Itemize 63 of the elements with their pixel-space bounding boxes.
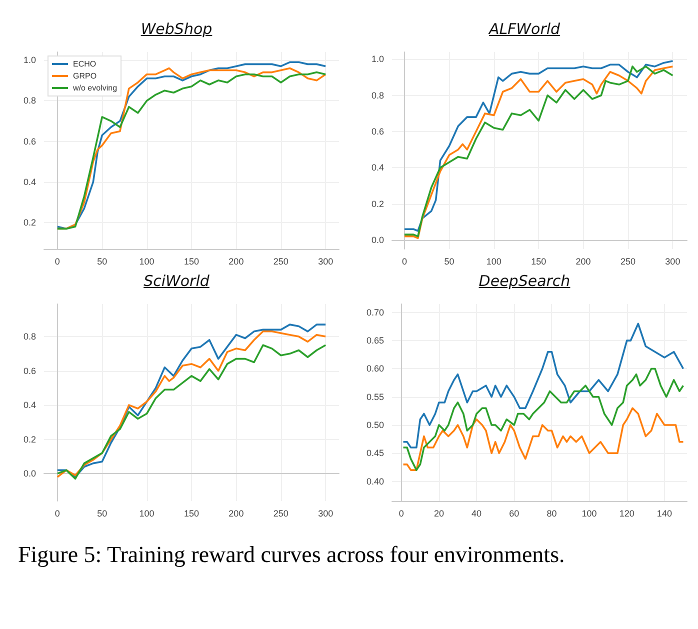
x-tick-label: 200 <box>228 256 244 266</box>
y-tick-label: 0.8 <box>23 96 36 106</box>
x-tick-label: 50 <box>444 256 454 266</box>
chart-title: WebShop <box>140 20 214 38</box>
y-tick-label: 1.0 <box>371 54 384 64</box>
legend-label: w/o evolving <box>72 84 118 92</box>
y-tick-label: 0.2 <box>371 198 384 209</box>
line-series <box>402 407 684 471</box>
x-tick-label: 50 <box>97 256 108 266</box>
x-tick-label: 150 <box>184 256 200 266</box>
x-tick-label: 50 <box>97 508 108 518</box>
x-tick-label: 200 <box>576 256 591 266</box>
x-tick-label: 300 <box>318 256 334 266</box>
y-tick-label: 0.55 <box>366 392 384 402</box>
x-tick-label: 300 <box>665 256 680 266</box>
x-tick-label: 0 <box>398 508 404 518</box>
x-tick-label: 100 <box>582 508 597 518</box>
line-series <box>402 322 684 448</box>
caption: Figure 5: Training reward curves across four environments. <box>18 541 566 569</box>
x-tick-label: 250 <box>273 508 288 518</box>
x-tick-label: 60 <box>509 508 520 518</box>
y-tick-label: 0.0 <box>371 234 384 245</box>
x-tick-label: 0 <box>54 508 60 518</box>
y-tick-label: 0.50 <box>366 420 384 430</box>
y-tick-label: 0.70 <box>366 307 384 318</box>
x-tick-label: 300 <box>318 508 334 518</box>
x-tick-label: 250 <box>273 256 288 266</box>
x-tick-label: 250 <box>620 256 636 266</box>
y-tick-label: 0.6 <box>23 366 36 376</box>
x-tick-label: 100 <box>139 508 154 518</box>
x-tick-label: 0 <box>54 256 60 266</box>
x-tick-label: 150 <box>531 256 546 266</box>
y-tick-label: 0.0 <box>23 468 36 479</box>
y-tick-label: 0.8 <box>371 90 384 100</box>
chart-title: DeepSearch <box>478 272 572 290</box>
x-tick-label: 40 <box>472 508 482 518</box>
legend-label: GRPO <box>73 72 97 80</box>
x-tick-label: 140 <box>656 508 672 518</box>
x-tick-label: 80 <box>546 508 557 518</box>
y-tick-label: 0.8 <box>23 332 36 342</box>
y-tick-label: 0.6 <box>23 136 36 146</box>
x-tick-label: 120 <box>619 508 634 518</box>
y-tick-label: 0.6 <box>371 126 384 137</box>
y-tick-label: 0.60 <box>366 364 384 374</box>
chart-title: ALFWorld <box>487 20 562 38</box>
y-tick-label: 0.4 <box>23 176 36 187</box>
x-tick-label: 150 <box>184 508 200 518</box>
x-tick-label: 100 <box>486 256 502 266</box>
y-tick-label: 0.2 <box>23 218 36 228</box>
y-tick-label: 0.45 <box>366 448 384 458</box>
y-tick-label: 0.2 <box>23 434 36 444</box>
x-tick-label: 20 <box>434 508 444 518</box>
x-tick-label: 200 <box>228 508 244 518</box>
y-tick-label: 0.4 <box>23 400 36 410</box>
legend-label: ECHO <box>73 60 96 68</box>
line-series <box>402 368 684 471</box>
x-tick-label: 0 <box>402 256 408 266</box>
y-tick-label: 1.0 <box>23 55 36 66</box>
x-tick-label: 100 <box>139 256 154 266</box>
y-tick-label: 0.65 <box>366 336 384 346</box>
y-tick-label: 0.4 <box>371 162 384 173</box>
chart-title: SciWorld <box>142 272 210 290</box>
y-tick-label: 0.40 <box>366 476 384 486</box>
